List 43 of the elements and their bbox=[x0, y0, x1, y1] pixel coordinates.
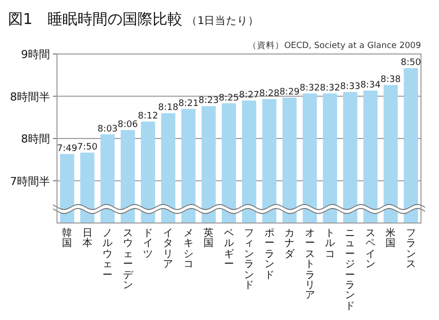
x-tick-label: ノルウェー bbox=[102, 228, 114, 282]
data-label: 8:38 bbox=[380, 75, 402, 86]
data-label: 8:32 bbox=[300, 83, 320, 94]
x-tick-label: ベルギー bbox=[223, 228, 234, 271]
data-label: 8:34 bbox=[360, 80, 381, 91]
data-label: 8:06 bbox=[118, 120, 138, 130]
x-tick-label: ニュージーランド bbox=[344, 228, 356, 312]
x-tick-label: ポーランド bbox=[264, 228, 275, 282]
y-tick-label: 9時間 bbox=[21, 48, 50, 61]
data-label: 7:49 bbox=[57, 144, 78, 154]
chart-subtitle: （1日当たり） bbox=[186, 15, 260, 27]
y-tick-label: 8時間 bbox=[21, 132, 50, 146]
text: （資料）OECD, Society at a Glance 2009 bbox=[248, 40, 421, 51]
x-tick-label: フィンランド bbox=[244, 228, 255, 292]
data-label: 8:29 bbox=[279, 88, 300, 98]
data-label: 8:32 bbox=[320, 83, 340, 94]
x-tick-label: 米国 bbox=[385, 228, 396, 250]
data-label: 8:18 bbox=[158, 103, 179, 114]
x-tick-label: オーストラリア bbox=[304, 228, 316, 302]
y-tick-label: 7時間半 bbox=[10, 174, 50, 188]
x-tick-label: トルコ bbox=[324, 228, 336, 260]
x-tick-label: スウェーデン bbox=[122, 228, 134, 292]
chart-title: 図1 睡眠時間の国際比較 bbox=[8, 10, 183, 28]
data-label: 8:33 bbox=[340, 82, 360, 92]
x-tick-label: カナダ bbox=[284, 228, 296, 260]
y-tick-label: 8時間半 bbox=[10, 90, 50, 104]
data-label: 8:12 bbox=[138, 112, 158, 122]
data-label: 8:03 bbox=[97, 124, 118, 134]
x-tick-label: 英国 bbox=[203, 228, 214, 250]
x-tick-label: 韓国 bbox=[62, 228, 73, 250]
data-label: 8:50 bbox=[400, 58, 422, 68]
x-tick-label: ドイツ bbox=[142, 228, 154, 260]
data-label: 7:50 bbox=[77, 142, 98, 153]
data-label: 8:21 bbox=[178, 98, 199, 109]
x-tick-label: フランス bbox=[405, 228, 416, 271]
data-label: 8:28 bbox=[259, 89, 280, 100]
data-label: 8:23 bbox=[198, 96, 219, 106]
x-tick-label: スペイン bbox=[364, 228, 376, 271]
x-tick-label: 日本 bbox=[82, 228, 93, 250]
x-tick-label: イタリア bbox=[162, 228, 174, 271]
data-label: 8:27 bbox=[239, 90, 260, 100]
data-label: 8:25 bbox=[218, 93, 239, 104]
x-tick-label: メキシコ bbox=[182, 228, 194, 271]
